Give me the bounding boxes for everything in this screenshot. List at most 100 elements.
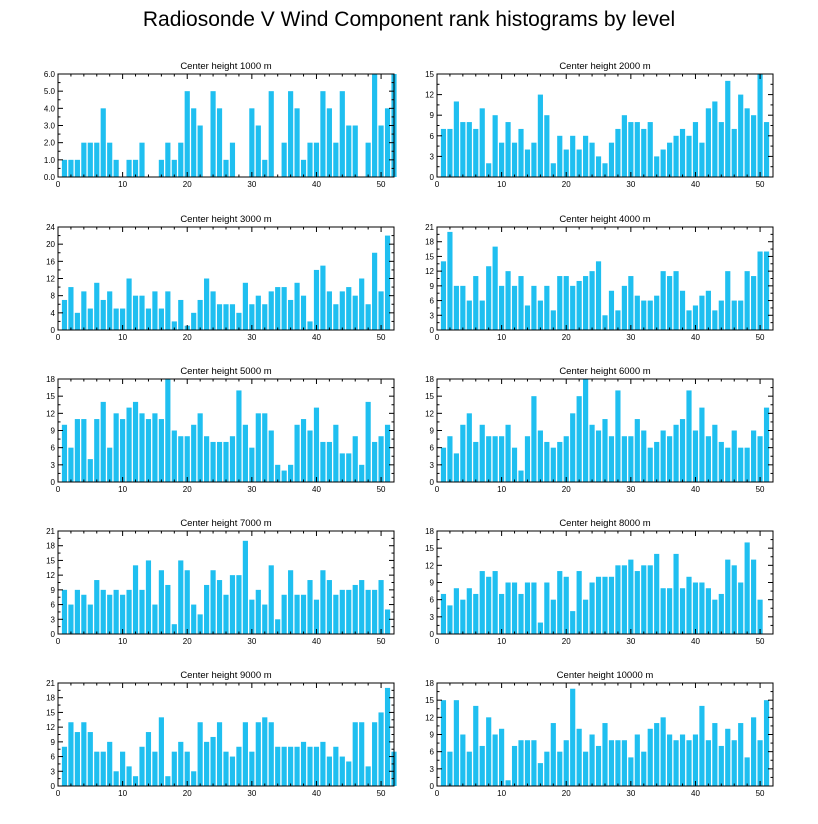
x-tick-label: 0 [435, 637, 440, 646]
x-tick-label: 10 [118, 180, 127, 189]
y-tick-label: 15 [425, 70, 434, 79]
bar [628, 757, 634, 786]
bar [518, 276, 524, 330]
bar [641, 751, 647, 786]
bar [339, 91, 345, 177]
y-tick-label: 6 [430, 297, 435, 306]
bar [365, 142, 371, 177]
bar [621, 285, 627, 330]
bar [486, 266, 492, 330]
bar [731, 565, 737, 634]
bar [725, 80, 731, 177]
x-tick-label: 40 [691, 789, 700, 798]
bar [204, 741, 210, 786]
bar [440, 447, 447, 482]
bar [268, 722, 274, 786]
bar [268, 430, 274, 482]
bar [473, 276, 479, 330]
bar [763, 407, 770, 482]
x-tick-label: 30 [626, 333, 635, 342]
bar [152, 604, 158, 634]
panel-10: Center height 10000 m 0 10 20 30 40 50 0 3 6 9 12 15… [425, 670, 774, 798]
bar [608, 740, 615, 786]
bar [378, 712, 384, 786]
bar [326, 756, 332, 786]
bar [524, 582, 531, 634]
bar [692, 430, 699, 482]
bar [165, 291, 171, 331]
bar [346, 589, 352, 634]
bar [365, 401, 371, 482]
bar [281, 746, 287, 786]
bar [460, 122, 466, 177]
bar [313, 142, 320, 177]
y-tick-label: 5.0 [44, 87, 56, 96]
bar [352, 295, 358, 330]
bar [466, 300, 472, 330]
y-tick-label: 4 [51, 309, 56, 318]
bar [204, 436, 210, 482]
bar [139, 413, 145, 482]
bar [705, 740, 711, 786]
bar [216, 304, 223, 330]
bar [165, 142, 171, 177]
bar [249, 751, 255, 786]
y-tick-label: 12 [46, 275, 55, 284]
x-tick-label: 50 [756, 789, 765, 798]
y-tick-label: 15 [46, 392, 55, 401]
bar [262, 604, 268, 634]
bar [204, 278, 210, 330]
bar [145, 560, 152, 634]
bar [692, 582, 699, 634]
bar [589, 734, 595, 786]
bar [320, 441, 326, 482]
bar [216, 580, 223, 634]
bar [352, 125, 358, 177]
bar [628, 276, 634, 330]
bar [307, 321, 313, 330]
bar [608, 436, 615, 482]
bar [473, 441, 479, 482]
bar [654, 295, 660, 330]
x-tick-label: 20 [562, 333, 571, 342]
bar [275, 464, 281, 482]
bar [320, 741, 326, 786]
y-tick-label: 15 [425, 696, 434, 705]
bar [757, 740, 763, 786]
bar [100, 401, 106, 482]
bar [563, 740, 569, 786]
y-tick-label: 12 [46, 571, 55, 580]
bar [537, 430, 543, 482]
bar [763, 700, 770, 786]
bar [628, 122, 634, 177]
bar [229, 436, 236, 482]
bar [537, 94, 543, 177]
bar [531, 582, 537, 634]
bar [453, 453, 459, 482]
y-tick-label: 21 [425, 223, 434, 232]
bar [595, 430, 602, 482]
bar [557, 276, 563, 330]
x-tick-label: 0 [435, 180, 440, 189]
y-tick-label: 6 [430, 444, 435, 453]
bar [275, 619, 281, 634]
bar [602, 163, 608, 177]
bar [647, 122, 653, 177]
bar [165, 379, 171, 482]
bar [81, 722, 87, 786]
bar [216, 108, 223, 177]
bar [81, 594, 87, 634]
bar [61, 589, 68, 634]
bar [660, 149, 666, 177]
bar [511, 447, 518, 482]
bar [686, 576, 692, 634]
bar [313, 746, 320, 786]
bar [699, 295, 705, 330]
bar [113, 308, 119, 330]
bar [531, 740, 537, 786]
bar [576, 280, 582, 330]
bar [576, 149, 582, 177]
bar [466, 751, 472, 786]
x-tick-label: 50 [756, 333, 765, 342]
bar [87, 604, 93, 634]
